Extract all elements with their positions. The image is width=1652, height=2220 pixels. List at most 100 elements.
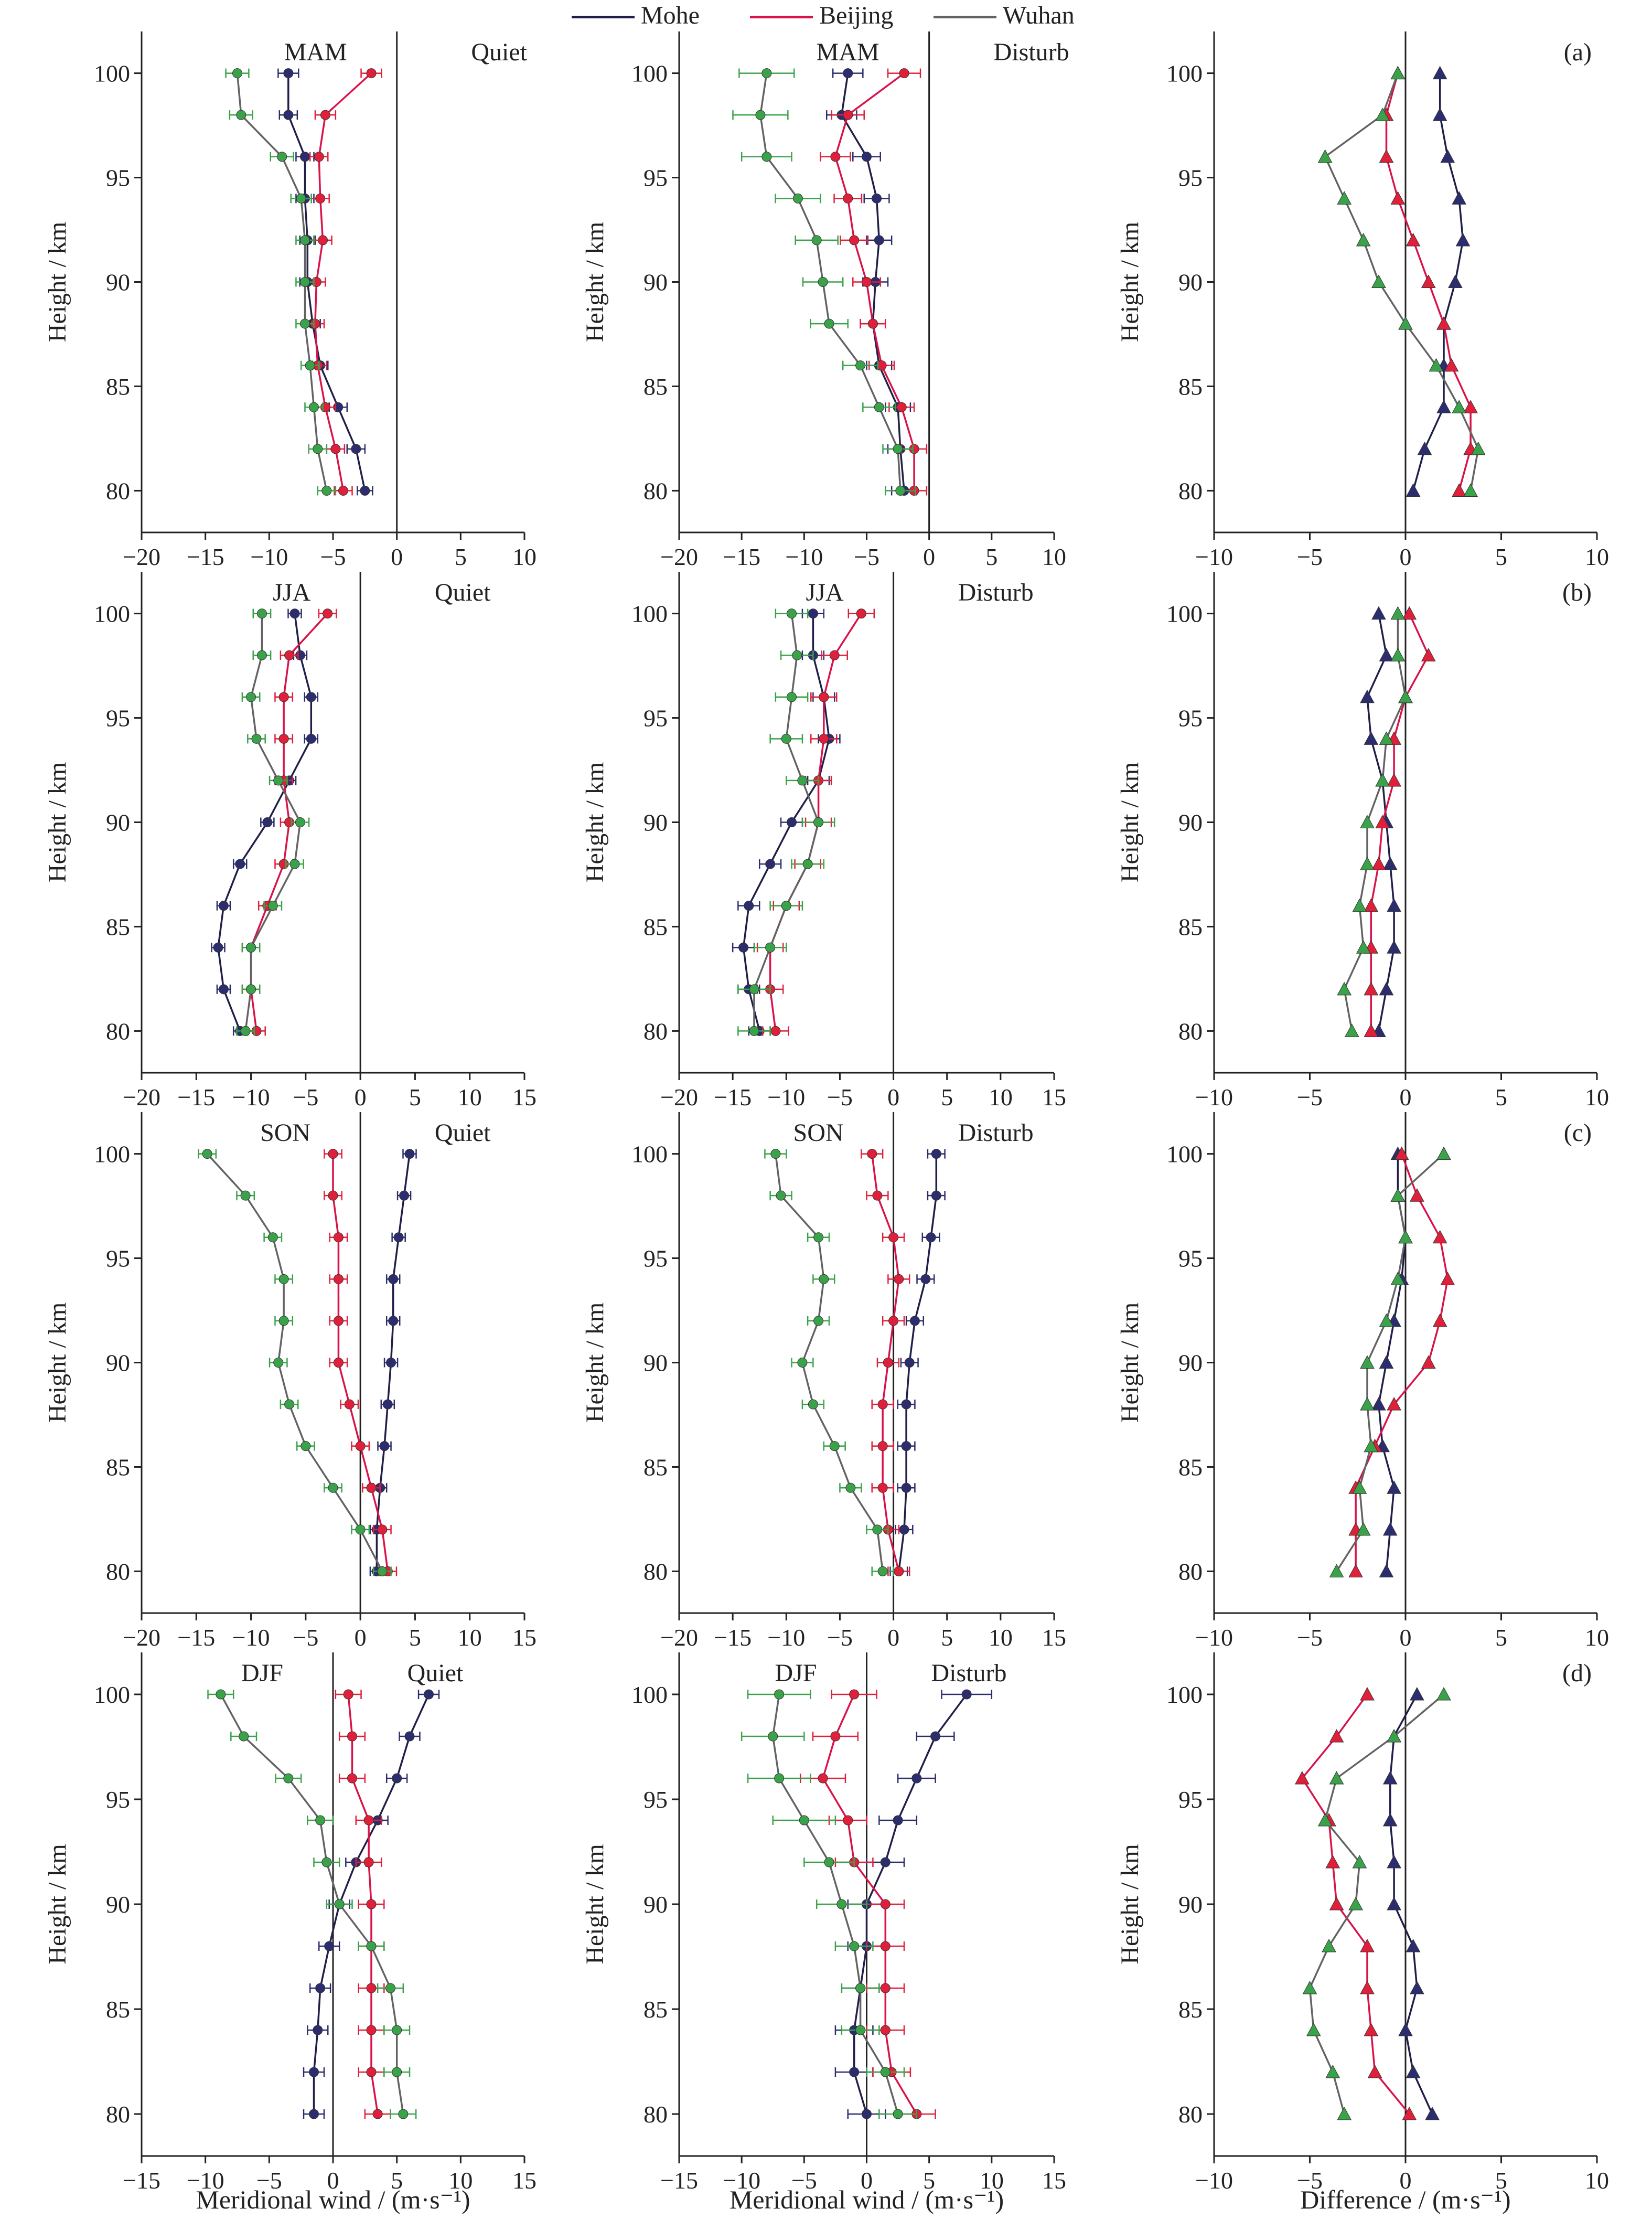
panel-8-x-tick-label: −20 bbox=[660, 1624, 698, 1651]
panel-1-y-tick-label: 95 bbox=[106, 165, 130, 191]
panel-6-wuhan-point bbox=[1356, 940, 1371, 954]
panel-7-mohe-point bbox=[388, 1316, 399, 1326]
panel-5-wuhan-point bbox=[813, 817, 824, 827]
panel-12-wuhan-point bbox=[1306, 2022, 1321, 2036]
panel-8-mohe-point bbox=[901, 1399, 911, 1410]
panel-9-beijing-point bbox=[1410, 1188, 1424, 1202]
panel-10-beijing-point bbox=[343, 1689, 353, 1700]
panel-4-x-tick-label: 5 bbox=[409, 1084, 421, 1111]
panel-10-mohe-point bbox=[392, 1773, 402, 1784]
panel-3-x-tick-label: −10 bbox=[1195, 543, 1233, 570]
panel-7-beijing-point bbox=[328, 1190, 338, 1201]
panel-1-x-tick-label: 5 bbox=[455, 543, 467, 570]
panel-12-wuhan-point bbox=[1387, 1728, 1401, 1743]
panel-6-y-tick-label: 100 bbox=[1166, 601, 1203, 627]
panel-1-y-tick-label: 80 bbox=[106, 477, 130, 504]
panel-3-mohe-point bbox=[1406, 483, 1421, 497]
panel-11-season-label: DJF bbox=[775, 1659, 817, 1687]
panel-11-x-tick-label: 5 bbox=[923, 2167, 935, 2194]
panel-11-wuhan-point bbox=[799, 1815, 809, 1826]
panel-5-wuhan-point bbox=[765, 942, 776, 953]
panel-4-wuhan-point bbox=[256, 609, 267, 619]
panel-12-wuhan-point bbox=[1317, 1812, 1333, 1827]
panel-8-x-tick-label: 0 bbox=[887, 1624, 899, 1651]
panel-10-beijing-point bbox=[347, 1773, 357, 1784]
panel-7-wuhan-point bbox=[328, 1482, 338, 1493]
legend: Mohe Beijing Wuhan bbox=[572, 0, 1096, 31]
panel-2-wuhan-point bbox=[792, 193, 803, 204]
panel-2-x-tick-label: −10 bbox=[785, 543, 823, 570]
panel-6-y-tick-label: 80 bbox=[1178, 1018, 1203, 1044]
panel-3-x-tick-label: 10 bbox=[1585, 543, 1609, 570]
panel-1-wuhan-point bbox=[236, 110, 246, 120]
panel-4-beijing-point bbox=[323, 609, 333, 619]
panel-1-x-tick-label: −5 bbox=[320, 543, 346, 570]
panel-1-beijing-point bbox=[318, 235, 328, 246]
panel-9-x-tick-label: 5 bbox=[1495, 1624, 1507, 1651]
panel-1-x-tick-label: 10 bbox=[512, 543, 537, 570]
panel-3-beijing-point bbox=[1452, 483, 1467, 497]
panel-7-x-tick-label: 15 bbox=[512, 1624, 537, 1651]
panel-12-mohe-point bbox=[1425, 2106, 1440, 2120]
panel-7-beijing-point bbox=[333, 1358, 344, 1368]
panel-11-beijing-point bbox=[818, 1773, 828, 1784]
panel-10-x-tick-label: 10 bbox=[448, 2167, 473, 2194]
panel-4-wuhan-point bbox=[251, 733, 262, 744]
panel-10-y-tick-label: 85 bbox=[106, 1996, 130, 2023]
panel-2-season-label: MAM bbox=[817, 38, 879, 66]
panel-2-x-tick-label: −20 bbox=[660, 543, 698, 570]
panel-8-mohe-point bbox=[920, 1274, 931, 1284]
panel-10-wuhan-point bbox=[239, 1731, 249, 1742]
panel-3-mohe-point bbox=[1432, 66, 1447, 80]
panel-7-y-tick-label: 90 bbox=[106, 1350, 130, 1376]
panel-6-beijing-point bbox=[1387, 773, 1401, 787]
panel-3-wuhan-point bbox=[1471, 441, 1486, 455]
panel-9-x-tick-label: 10 bbox=[1585, 1624, 1609, 1651]
panel-7-x-tick-label: 0 bbox=[355, 1624, 367, 1651]
panel-3-beijing-point bbox=[1463, 400, 1478, 413]
panel-6-wuhan-point bbox=[1352, 898, 1367, 912]
panel-12-wuhan-point bbox=[1325, 2064, 1340, 2078]
panel-2-mohe-point bbox=[874, 235, 884, 246]
panel-8-y-tick-label: 90 bbox=[643, 1350, 668, 1376]
panel-2-x-tick-label: 10 bbox=[1042, 543, 1066, 570]
panel-7-x-tick-label: −20 bbox=[123, 1624, 160, 1651]
panel-5-x-tick-label: 0 bbox=[887, 1084, 899, 1111]
panel-4-x-tick-label: 0 bbox=[355, 1084, 367, 1111]
panel-1-wuhan-point bbox=[309, 402, 319, 412]
panel-6-mohe-point bbox=[1387, 898, 1401, 912]
panel-2-x-tick-label: −5 bbox=[854, 543, 879, 570]
panel-9-wuhan-point bbox=[1329, 1564, 1344, 1577]
panel-4-x-tick-label: −5 bbox=[293, 1084, 318, 1111]
legend-swatch-mohe bbox=[572, 16, 635, 18]
panel-11-wuhan-point bbox=[836, 1899, 847, 1909]
panel-12-wuhan-point bbox=[1329, 1770, 1344, 1785]
panel-3-beijing-point bbox=[1406, 232, 1421, 247]
panel-9-beijing-point bbox=[1432, 1230, 1447, 1244]
panel-8-beijing-point bbox=[872, 1190, 883, 1201]
panel-2-y-tick-label: 90 bbox=[643, 269, 668, 296]
panel-6-x-tick-label: 5 bbox=[1495, 1084, 1507, 1111]
panel-7-y-tick-label: 80 bbox=[106, 1558, 130, 1585]
legend-label-mohe: Mohe bbox=[641, 2, 700, 29]
panel-4-wuhan-point bbox=[256, 650, 267, 660]
panel-10-x-tick-label: −10 bbox=[187, 2167, 224, 2194]
panel-3-beijing-point bbox=[1379, 149, 1394, 163]
panel-11-y-tick-label: 80 bbox=[643, 2101, 668, 2128]
panel-5-beijing-point bbox=[819, 692, 829, 702]
panel-1-wuhan-point bbox=[299, 318, 310, 329]
panel-4-mohe-point bbox=[218, 901, 229, 911]
panel-7-mohe-point bbox=[379, 1441, 390, 1451]
panel-5-y-tick-label: 85 bbox=[643, 913, 668, 940]
bottom-axis-label-3: Difference / (m·s⁻¹) bbox=[1300, 2185, 1510, 2214]
panel-11-x-tick-label: 10 bbox=[980, 2167, 1004, 2194]
panel-10-mohe-point bbox=[313, 2025, 323, 2035]
panel-8-wuhan-point bbox=[808, 1399, 818, 1410]
panel-6-y-tick-label: 90 bbox=[1178, 809, 1203, 836]
panel-12-x-tick-label: −5 bbox=[1297, 2167, 1323, 2194]
panel-2-y-tick-label: 100 bbox=[631, 60, 668, 87]
panel-5-beijing-point bbox=[829, 650, 840, 660]
panel-9-wuhan-point bbox=[1352, 1480, 1367, 1494]
panel-3-wuhan-point bbox=[1398, 316, 1413, 330]
panel-4-mohe-point bbox=[235, 859, 245, 869]
